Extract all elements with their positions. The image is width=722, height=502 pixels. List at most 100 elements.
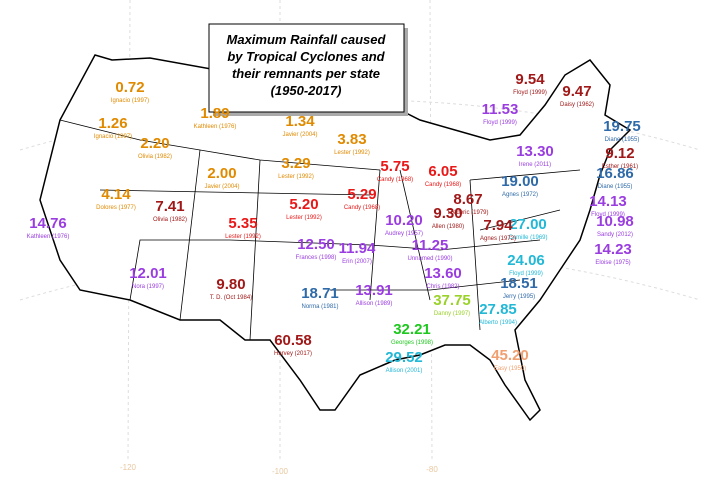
rainfall-value: 60.58 <box>274 332 312 349</box>
rainfall-value: 2.00 <box>207 165 236 182</box>
rainfall-value: 14.13 <box>589 193 627 210</box>
storm-name: Chris (1982) <box>426 284 459 290</box>
storm-name: Frances (1998) <box>296 255 337 261</box>
rainfall-value: 19.00 <box>501 173 539 190</box>
storm-name: Danny (1997) <box>434 311 470 317</box>
rainfall-value: 7.94 <box>483 217 513 234</box>
rainfall-value: 11.53 <box>482 101 519 118</box>
rainfall-value: 9.47 <box>562 83 591 100</box>
graticule-label: -80 <box>426 465 438 474</box>
storm-name: Agnes (1972) <box>502 192 538 198</box>
state-lines <box>59 119 581 341</box>
rainfall-value: 13.30 <box>516 143 554 160</box>
rainfall-value: 5.20 <box>289 196 318 213</box>
rainfall-value: 32.21 <box>393 321 431 338</box>
storm-name: Floyd (1999) <box>513 90 547 96</box>
storm-name: Eloise (1975) <box>595 260 630 266</box>
rainfall-value: 45.20 <box>491 347 529 364</box>
title-line: by Tropical Cyclones and <box>227 49 385 64</box>
storm-name: Unnamed (1990) <box>407 256 452 262</box>
storm-name: Kathleen (1976) <box>27 234 70 240</box>
rainfall-value: 12.50 <box>297 236 335 253</box>
title-line: Maximum Rainfall caused <box>227 32 387 47</box>
rainfall-value: 9.54 <box>515 71 545 88</box>
storm-name: T. D. (Oct 1984) <box>210 295 252 301</box>
storm-name: Diane (1955) <box>598 184 633 190</box>
storm-name: Frederic (1979) <box>447 210 488 216</box>
rainfall-value: 7.41 <box>155 198 184 215</box>
storm-name: Ignacio (1997) <box>111 98 149 104</box>
rainfall-value: 11.94 <box>339 240 376 257</box>
rainfall-value: 12.01 <box>129 265 167 282</box>
storm-name: Daisy (1962) <box>560 102 594 108</box>
rainfall-value: 1.34 <box>285 113 315 130</box>
rainfall-value: 2.20 <box>140 135 169 152</box>
storm-name: Allen (1980) <box>432 224 464 230</box>
storm-name: Candy (1968) <box>377 177 413 183</box>
storm-name: Allison (2001) <box>386 368 423 374</box>
storm-name: Olivia (1982) <box>138 154 172 160</box>
storm-name: Esther (1961) <box>602 164 638 170</box>
storm-name: Candy (1968) <box>425 182 461 188</box>
storm-name: Norma (1981) <box>301 304 338 310</box>
rainfall-value: 27.00 <box>509 216 547 233</box>
storm-name: Agnes (1972) <box>480 236 516 242</box>
rainfall-value: 18.71 <box>301 285 339 302</box>
storm-name: Javier (2004) <box>282 132 317 138</box>
rainfall-value: 4.14 <box>101 186 131 203</box>
rainfall-value: 11.25 <box>412 237 449 254</box>
rainfall-value: 5.75 <box>380 158 409 175</box>
storm-name: Lester (1992) <box>225 234 261 240</box>
storm-name: Floyd (1999) <box>483 120 517 126</box>
rainfall-value: 27.85 <box>479 301 517 318</box>
storm-name: Irene (2011) <box>519 162 551 168</box>
us-outline <box>39 54 632 422</box>
rainfall-value: 3.83 <box>337 131 366 148</box>
storm-name: Allison (1989) <box>356 301 393 307</box>
rainfall-value: 14.23 <box>594 241 632 258</box>
rainfall-value: 6.05 <box>428 163 457 180</box>
storm-name: Lester (1992) <box>278 174 314 180</box>
rainfall-value: 5.29 <box>347 186 376 203</box>
state-line <box>59 119 581 341</box>
graticule-label: -100 <box>272 467 289 476</box>
rainfall-value: 13.91 <box>355 282 393 299</box>
rainfall-value: 14.76 <box>29 215 67 232</box>
storm-name: Lester (1992) <box>286 215 322 221</box>
storm-name: Georges (1998) <box>391 340 433 346</box>
storm-name: Lester (1992) <box>334 150 370 156</box>
labels: Maximum Rainfall caused by Tropical Cyclo… <box>27 32 641 476</box>
rainfall-value: 5.35 <box>228 215 257 232</box>
rainfall-value: 19.75 <box>603 118 641 135</box>
storm-name: Floyd (1999) <box>509 271 543 277</box>
storm-name: Olivia (1982) <box>153 217 187 223</box>
title-box <box>208 23 405 113</box>
rainfall-value: 29.52 <box>385 349 423 366</box>
storm-name: Javier (2004) <box>204 184 239 190</box>
storm-name: Erin (2007) <box>342 259 372 265</box>
storm-name: Audrey (1957) <box>385 231 423 237</box>
rainfall-value: 24.06 <box>507 252 545 269</box>
rainfall-value: 0.72 <box>115 79 144 96</box>
graticule-label: -120 <box>120 463 137 472</box>
rainfall-value: 1.89 <box>200 105 229 122</box>
rainfall-value: 9.12 <box>605 145 634 162</box>
rainfall-value: 13.60 <box>424 265 462 282</box>
storm-name: Alberto (1994) <box>479 320 517 326</box>
storm-name: Ignacio (1997) <box>94 134 132 140</box>
rainfall-value: 3.29 <box>281 155 310 172</box>
rainfall-value: 10.98 <box>596 213 634 230</box>
storm-name: Easy (1950) <box>494 366 526 372</box>
rainfall-value: 1.26 <box>98 115 127 132</box>
rainfall-value: 16.86 <box>596 165 634 182</box>
storm-name: Kathleen (1976) <box>194 124 237 130</box>
storm-name: Camille (1969) <box>508 235 547 241</box>
storm-name: Sandy (2012) <box>597 232 633 238</box>
storm-name: Dolores (1977) <box>96 205 136 211</box>
title-line: (1950-2017) <box>271 83 342 98</box>
storm-name: Nora (1997) <box>132 284 164 290</box>
rainfall-value: 10.20 <box>385 212 423 229</box>
storm-name: Candy (1968) <box>344 205 380 211</box>
rainfall-value: 9.30 <box>433 205 462 222</box>
